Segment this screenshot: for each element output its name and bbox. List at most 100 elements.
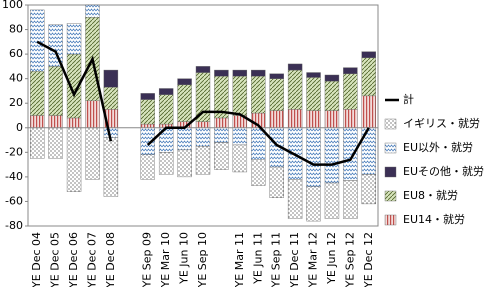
y-tick-label: -80 (5, 219, 23, 232)
bar-segment (306, 186, 321, 222)
bar-segment (343, 109, 358, 128)
bar-segment (158, 94, 174, 125)
bar-segment (103, 137, 119, 197)
legend-swatch (384, 214, 397, 226)
bar-segment (214, 142, 229, 170)
bar-segment (195, 127, 211, 147)
x-tick-label: YE Dec 08 (104, 232, 117, 287)
bar-segment (30, 127, 45, 159)
bar-segment (306, 110, 321, 128)
bar-segment (343, 73, 358, 110)
bar-segment (195, 72, 211, 122)
bar-segment (287, 63, 303, 71)
x-tick-label: YE Dec 11 (288, 232, 301, 287)
x-tick-label: YE Mar 11 (233, 232, 246, 287)
line-series (36, 40, 370, 166)
bar-segment (158, 88, 174, 95)
bar-segment (140, 99, 155, 125)
bar-segment (232, 144, 248, 173)
y-tick-label: 60 (9, 47, 23, 60)
bar-segment (251, 76, 266, 114)
bar-segment (251, 69, 266, 77)
bar-segment (66, 127, 82, 192)
x-tick-label: YE Sep 12 (343, 232, 356, 287)
bar-segment (177, 127, 192, 151)
bar-segment (306, 127, 321, 187)
bar-segment (30, 71, 45, 116)
legend-label: イギリス・就労 (403, 116, 480, 130)
x-tick-label: YE Dec 06 (67, 232, 80, 287)
bar-segment (306, 72, 321, 78)
bar-segment (48, 115, 63, 128)
bar-segment (287, 179, 303, 219)
bar-segment (287, 109, 303, 128)
bar-segment (232, 76, 248, 116)
bar-segment (177, 78, 192, 86)
y-tick-label: -60 (5, 194, 23, 207)
x-tick-label: YE Dec 12 (362, 232, 375, 287)
x-tick-label: YE Mar 10 (159, 232, 172, 287)
bar-segment (361, 95, 376, 128)
bar-segment (30, 9, 45, 72)
x-tick-label: YE Jun 12 (325, 232, 338, 285)
bar-segment (195, 66, 211, 73)
bar-segment (195, 121, 211, 128)
bar-segment (85, 127, 100, 180)
x-tick-label: YE Mar 12 (307, 232, 320, 287)
legend-swatch (384, 142, 397, 154)
x-tick-label: YE Jun 11 (251, 232, 264, 285)
y-tick-label: 40 (9, 72, 23, 85)
y-tick-label: -20 (5, 145, 23, 158)
bar-segment (177, 149, 192, 178)
bar-segment (324, 80, 340, 111)
bar-segment (66, 23, 82, 55)
legend-swatch (384, 190, 397, 202)
bar-segment (140, 123, 155, 128)
bar-segment (324, 182, 340, 219)
bar-segment (140, 93, 155, 100)
y-tick-label: 0 (16, 121, 23, 134)
bar-segment (324, 110, 340, 128)
bar-segment (251, 127, 266, 160)
bar-segment (269, 78, 284, 111)
legend-swatch (384, 166, 397, 178)
bar-segment (48, 24, 63, 67)
y-tick-label: 100 (2, 0, 23, 11)
x-tick-label: YE Dec 07 (85, 232, 98, 287)
bar-segment (214, 127, 229, 143)
bar-segment (232, 127, 248, 146)
bar-segment (343, 127, 358, 181)
bar-segment (269, 73, 284, 79)
bar-segment (361, 174, 376, 205)
legend-label: EU14・就労 (403, 212, 465, 226)
x-tick-label: YE Sep 09 (141, 232, 154, 287)
bar-segment (158, 152, 174, 175)
legend-swatch (384, 118, 397, 130)
bar-segment (85, 4, 100, 18)
bar-segment (232, 69, 248, 77)
legend-label: EU8・就労 (403, 188, 458, 202)
bar-segment (103, 87, 119, 110)
bar-segment (306, 77, 321, 111)
bar-segment (324, 127, 340, 184)
legend-label: EUその他・就労 (403, 164, 484, 178)
bar-segment (30, 115, 45, 128)
bar-segment (214, 117, 229, 128)
bar-segment (214, 69, 229, 77)
plot-area (27, 4, 379, 227)
x-tick-label: YE Sep 10 (196, 232, 209, 287)
x-tick-label: YE Jun 10 (178, 232, 191, 285)
bar-segment (66, 117, 82, 128)
bar-segment (269, 110, 284, 128)
bar-segment (85, 100, 100, 128)
bar-segment (287, 69, 303, 110)
bar-segment (48, 127, 63, 159)
bar-segment (177, 84, 192, 122)
y-tick-label: -40 (5, 170, 23, 183)
bar-segment (140, 154, 155, 180)
bar-segment (103, 69, 119, 88)
bar-segment (195, 145, 211, 175)
x-tick-label: YE Dec 04 (30, 232, 43, 287)
bar-segment (361, 51, 376, 58)
